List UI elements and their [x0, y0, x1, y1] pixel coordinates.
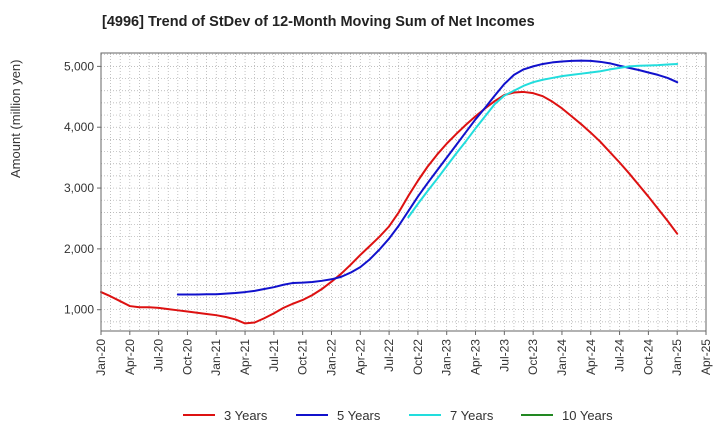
legend-label: 10 Years [562, 408, 613, 423]
series-line [407, 62, 679, 219]
x-tick-label: Apr-23 [469, 339, 483, 375]
x-tick-label: Apr-20 [123, 339, 137, 375]
x-tick-label: Jul-23 [497, 339, 511, 372]
legend-label: 3 Years [224, 408, 268, 423]
legend-label: 5 Years [337, 408, 381, 423]
x-tick-label: Jan-24 [555, 339, 569, 376]
x-tick-label: Apr-22 [353, 339, 367, 375]
plot-frame [100, 52, 707, 332]
x-tick-label: Jan-23 [440, 339, 454, 376]
x-tick-label: Oct-23 [526, 339, 540, 375]
x-tick-label: Jan-25 [670, 339, 684, 376]
y-tick-label: 4,000 [64, 120, 94, 134]
x-tick-label: Apr-24 [584, 339, 598, 375]
legend: 3 Years 5 Years 7 Years 10 Years [183, 408, 613, 423]
x-tick-label: Jan-22 [324, 339, 338, 376]
series-layer [100, 59, 679, 325]
grid-layer [101, 53, 706, 331]
x-tick-label: Oct-22 [411, 339, 425, 375]
y-tick-label: 1,000 [64, 303, 94, 317]
x-tick-label: Oct-21 [296, 339, 310, 375]
x-tick-label: Jul-22 [382, 339, 396, 372]
series-line [176, 59, 679, 296]
axis-layer: 1,000 2,000 3,000 4,000 5,000 Jan-20 Apr-20 Jul… [64, 59, 713, 375]
x-tick-label: Jul-20 [152, 339, 166, 372]
x-tick-label: Oct-20 [180, 339, 194, 375]
x-tick-label: Jul-24 [613, 339, 627, 372]
x-tick-label: Apr-25 [699, 339, 713, 375]
x-tick-label: Jan-20 [94, 339, 108, 376]
series-line [100, 90, 679, 325]
y-tick-label: 5,000 [64, 59, 94, 73]
x-tick-label: Jan-21 [209, 339, 223, 376]
x-tick-label: Apr-21 [238, 339, 252, 375]
y-tick-label: 3,000 [64, 181, 94, 195]
x-tick-label: Oct-24 [641, 339, 655, 375]
chart-title: [4996] Trend of StDev of 12-Month Moving… [102, 14, 535, 30]
x-tick-label: Jul-21 [267, 339, 281, 372]
legend-label: 7 Years [450, 408, 494, 423]
y-tick-label: 2,000 [64, 242, 94, 256]
